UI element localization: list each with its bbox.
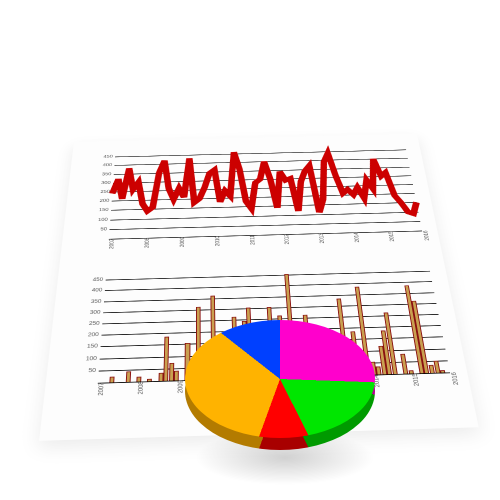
x-axis-label: 2011: [249, 235, 256, 245]
y-axis-label: 450: [92, 277, 103, 282]
y-axis-label: 200: [99, 199, 109, 203]
bar: [433, 361, 440, 373]
gridline: [105, 281, 432, 290]
x-axis-label: 2009: [179, 237, 186, 247]
y-axis-label: 300: [90, 310, 101, 315]
x-axis-label: 2015: [411, 373, 421, 386]
x-axis-label: 2016: [450, 372, 460, 385]
y-axis-label: 350: [91, 299, 102, 304]
x-axis-label: 2007: [108, 239, 116, 249]
x-axis-label: 2014: [353, 232, 361, 242]
x-axis-label: 2008: [137, 381, 145, 394]
y-axis-label: 400: [102, 163, 112, 167]
x-axis-label: 2007: [97, 383, 106, 396]
y-axis-label: 150: [99, 208, 109, 213]
line-series: [109, 141, 422, 239]
pie-chart: [185, 320, 375, 500]
bar: [126, 371, 131, 382]
x-axis-label: 2010: [214, 236, 221, 246]
y-axis-label: 100: [86, 356, 98, 362]
line-chart: 50 100 150 200 250 300 350 400 450 2007 2008 2009 20…: [87, 141, 428, 251]
y-axis-label: 250: [89, 321, 100, 327]
bar: [147, 379, 152, 381]
line-chart-grid: 5010015020025030035040045020072008200920…: [109, 141, 422, 239]
gridline: [106, 271, 430, 280]
gridline: [104, 292, 434, 301]
bar: [158, 373, 163, 381]
x-axis-label: 2012: [283, 234, 291, 244]
scene: 50 100 150 200 250 300 350 400 450 2007 2008 2009 20…: [0, 0, 500, 500]
bar: [408, 370, 413, 373]
x-axis-label: 2009: [176, 380, 184, 393]
y-axis-label: 200: [88, 332, 99, 338]
y-axis-label: 150: [87, 344, 98, 350]
x-axis-label: 2008: [143, 238, 150, 248]
bar: [440, 371, 445, 373]
bar: [137, 377, 142, 382]
y-axis-label: 300: [101, 181, 111, 185]
pie-top: [185, 320, 375, 438]
y-axis-label: 250: [100, 190, 110, 194]
bar: [400, 354, 408, 374]
y-axis-label: 100: [98, 217, 108, 222]
y-axis-label: 50: [100, 227, 107, 232]
x-axis-label: 2013: [318, 233, 326, 243]
y-axis-label: 50: [88, 368, 96, 374]
y-axis-label: 450: [103, 155, 113, 159]
bar: [174, 371, 179, 381]
x-axis-label: 2015: [387, 231, 396, 241]
x-axis-label: 2016: [422, 230, 431, 240]
y-axis-label: 350: [102, 172, 112, 176]
y-axis-label: 400: [91, 288, 102, 293]
bar: [110, 377, 115, 383]
